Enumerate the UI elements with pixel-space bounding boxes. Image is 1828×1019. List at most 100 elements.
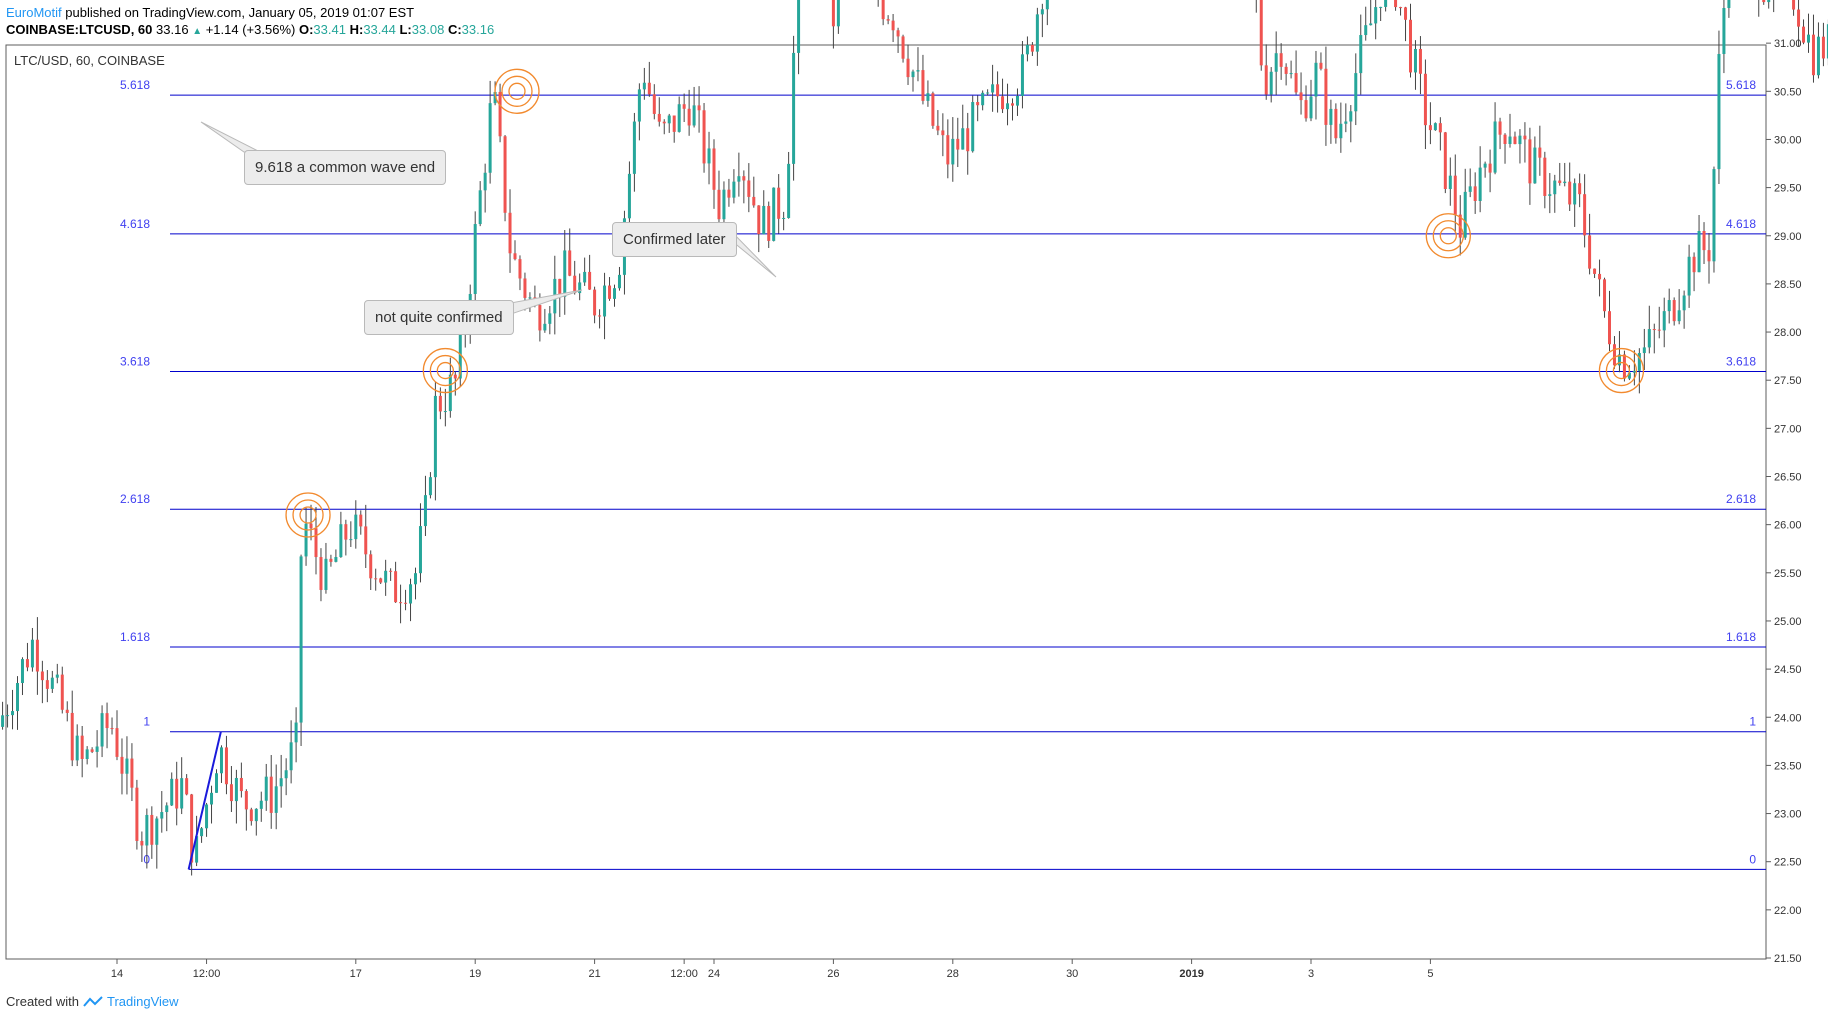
candle-down <box>1473 186 1477 202</box>
candle-down <box>1821 36 1825 59</box>
candle-down <box>931 93 935 126</box>
callout-confirmed-later[interactable]: Confirmed later <box>612 222 737 257</box>
candle-up <box>528 297 532 299</box>
price-tick-label: 27.00 <box>1774 423 1802 435</box>
candle-up <box>792 52 796 164</box>
time-tick-label: 21 <box>588 968 600 980</box>
candle-up <box>334 557 338 562</box>
candle-down <box>319 557 323 590</box>
time-axis[interactable]: 14 12:00 17 19 21 12:00 24 26 28 30 2019 3 5 <box>111 959 1434 980</box>
author-link[interactable]: EuroMotif <box>6 5 62 20</box>
fib-label-left: 1 <box>143 715 150 729</box>
tradingview-logo-icon <box>83 995 103 1007</box>
candle-up <box>1533 147 1537 184</box>
candle-down <box>1304 100 1308 119</box>
candle-up <box>219 747 223 774</box>
target-ring-marker <box>494 68 540 114</box>
candle-up <box>50 677 54 689</box>
target-ring <box>1612 361 1631 380</box>
candle-down <box>1438 123 1442 133</box>
price-tick-label: 26.50 <box>1774 472 1802 484</box>
candle-up <box>493 91 497 104</box>
candle-up <box>409 584 413 604</box>
candle-down <box>538 305 542 331</box>
candle-down <box>35 639 39 672</box>
candle-down <box>135 787 139 841</box>
candle-up <box>418 526 422 574</box>
candle-down <box>1811 34 1815 76</box>
price-tick-label: 23.00 <box>1774 809 1802 821</box>
candle-up <box>1637 353 1641 371</box>
target-ring <box>292 499 324 531</box>
price-axis[interactable]: 37.5037.0036.5036.0035.5035.0034.5034.00… <box>1766 0 1802 965</box>
candle-up <box>180 778 184 809</box>
candle-down <box>1558 180 1562 184</box>
candle-up <box>1563 181 1567 184</box>
candle-down <box>936 125 940 131</box>
candle-down <box>1299 92 1303 101</box>
time-tick-label: 14 <box>111 968 123 980</box>
candle-up <box>1573 183 1577 205</box>
candle-down <box>1001 96 1005 110</box>
candle-up <box>1553 180 1557 195</box>
candle-down <box>1672 300 1676 322</box>
candle-up <box>428 477 432 496</box>
tradingview-brand[interactable]: TradingView <box>106 994 179 1009</box>
candle-up <box>215 773 218 793</box>
candle-up <box>85 749 89 759</box>
symbol-label: COINBASE:LTCUSD, 60 <box>6 22 153 37</box>
candle-up <box>1617 354 1621 366</box>
candle-down <box>702 110 706 164</box>
candle-up <box>234 777 238 802</box>
candle-down <box>1423 73 1427 126</box>
candle-up <box>1354 73 1358 112</box>
low-label: L: <box>399 22 412 37</box>
candle-down <box>498 91 502 137</box>
candle-down <box>598 315 602 317</box>
candle-up <box>613 288 616 299</box>
candle-down <box>593 289 597 316</box>
fib-label-left: 2.618 <box>120 492 150 506</box>
low-value: 33.08 <box>411 22 445 37</box>
price-tick-label: 31.00 <box>1774 38 1802 50</box>
candle-down <box>966 128 970 152</box>
price-tick-label: 26.00 <box>1774 520 1802 532</box>
candle-up <box>1020 54 1024 96</box>
candle-down <box>1702 230 1706 251</box>
candle-up <box>981 92 985 106</box>
candle-down <box>1279 53 1283 67</box>
candle-down <box>309 523 313 529</box>
target-ring <box>494 68 540 114</box>
candle-down <box>767 205 771 241</box>
callout-not-quite-confirmed[interactable]: not quite confirmed <box>364 300 514 335</box>
candle-up <box>423 495 427 527</box>
candle-down <box>896 30 900 37</box>
candle-down <box>1543 157 1547 196</box>
candle-up <box>563 250 567 297</box>
candle-down <box>344 524 348 540</box>
callout-common-wave-end[interactable]: 9.618 a common wave end <box>244 150 447 185</box>
wave-line <box>187 731 222 870</box>
target-ring <box>1605 354 1638 387</box>
ohlc-line: COINBASE:LTCUSD, 60 33.16 ▲ +1.14 (+3.56… <box>6 21 494 40</box>
candle-up <box>1682 295 1686 311</box>
candle-up <box>100 713 104 747</box>
target-ring <box>1432 220 1464 252</box>
price-tick-label: 29.00 <box>1774 231 1802 243</box>
candle-up <box>20 659 24 684</box>
candle-down <box>60 674 64 710</box>
candle-up <box>1448 175 1452 189</box>
candle-down <box>1428 125 1432 131</box>
candle-down <box>558 278 562 297</box>
candle-down <box>886 19 890 21</box>
candle-down <box>110 728 114 730</box>
candle-down <box>1588 235 1592 269</box>
time-tick-label: 3 <box>1308 968 1314 980</box>
candle-down <box>394 571 398 603</box>
target-ring <box>285 492 331 538</box>
candle-up <box>55 674 59 678</box>
candle-up <box>1379 6 1383 8</box>
candle-up <box>632 121 636 174</box>
candle-up <box>1807 34 1810 43</box>
